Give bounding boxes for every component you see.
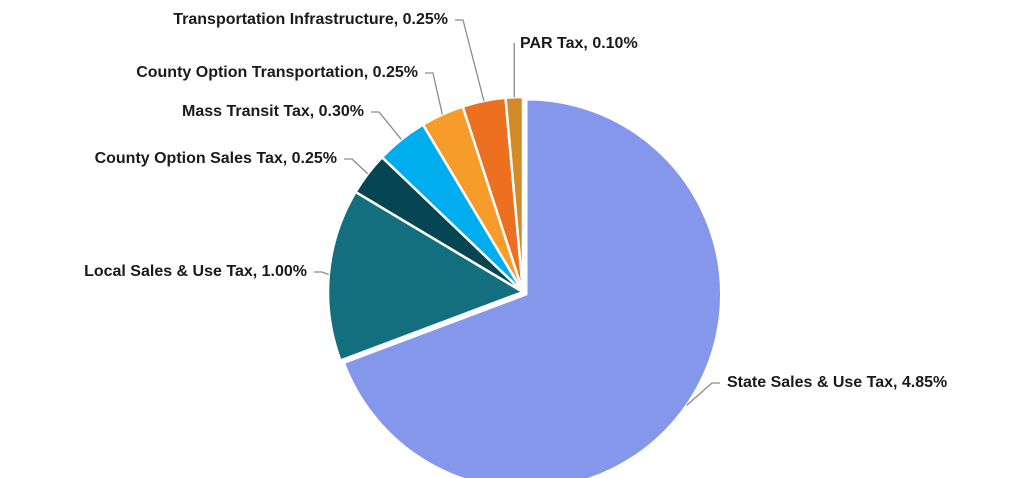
leader-line (686, 382, 720, 406)
leader-line (455, 19, 485, 102)
data-label: Local Sales & Use Tax, 1.00% (84, 263, 307, 280)
leader-line (314, 271, 330, 276)
data-label: State Sales & Use Tax, 4.85% (727, 374, 947, 391)
data-label: County Option Sales Tax, 0.25% (95, 150, 337, 167)
leader-line (513, 43, 515, 98)
leader-line (344, 158, 369, 175)
leader-line (425, 72, 443, 115)
leader-line (371, 111, 402, 140)
data-label: County Option Transportation, 0.25% (136, 64, 418, 81)
data-label: Transportation Infrastructure, 0.25% (173, 11, 448, 28)
data-label: Mass Transit Tax, 0.30% (182, 103, 364, 120)
data-label: PAR Tax, 0.10% (520, 35, 638, 52)
pie-slice (342, 98, 723, 478)
